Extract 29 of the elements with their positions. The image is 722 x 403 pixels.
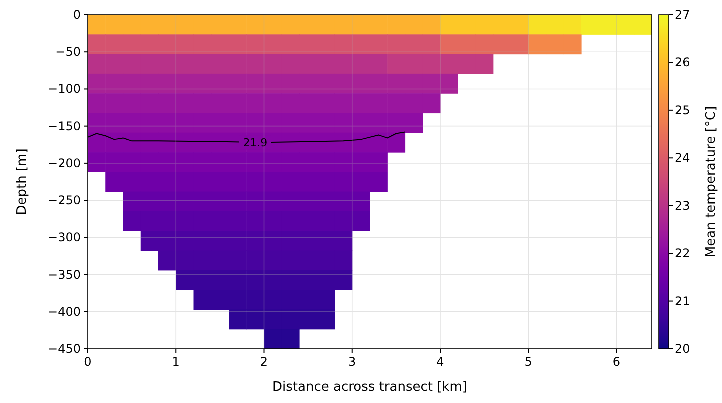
x-tick-label: 6 xyxy=(612,355,621,369)
y-tick-label: −350 xyxy=(48,268,81,282)
color-bar-label: 27 xyxy=(675,8,690,22)
color-bar-title: Mean temperature [°C] xyxy=(704,106,719,258)
color-bar-label: 22 xyxy=(675,246,690,261)
color-bar-label: 24 xyxy=(675,151,690,166)
y-tick-label: −100 xyxy=(48,82,81,96)
y-tick-label: −300 xyxy=(48,230,81,245)
x-tick-label: 0 xyxy=(84,355,92,369)
x-tick-label: 5 xyxy=(524,355,532,369)
y-axis-title: Depth [m] xyxy=(15,148,30,216)
y-tick-label: −150 xyxy=(48,119,81,134)
y-tick-label: −50 xyxy=(56,45,81,60)
x-tick-label: 4 xyxy=(436,355,444,369)
color-bar-label: 23 xyxy=(675,198,690,213)
color-bar-label: 20 xyxy=(675,342,690,356)
y-tick-label: −400 xyxy=(48,304,81,319)
color-bar-label: 26 xyxy=(675,56,690,70)
annotation: 21.9 xyxy=(243,136,268,150)
x-tick-label: 3 xyxy=(348,355,356,369)
color-bar-label: 21 xyxy=(675,294,690,308)
y-tick-label: −250 xyxy=(48,194,81,208)
y-tick-label: −450 xyxy=(48,342,81,356)
x-tick-label: 2 xyxy=(260,355,268,369)
y-tick-label: 0 xyxy=(73,8,81,22)
x-axis-title: Distance across transect [km] xyxy=(272,380,468,395)
color-bar-label: 25 xyxy=(675,103,690,118)
y-tick-label: −200 xyxy=(48,156,81,170)
x-tick-label: 1 xyxy=(172,355,180,369)
